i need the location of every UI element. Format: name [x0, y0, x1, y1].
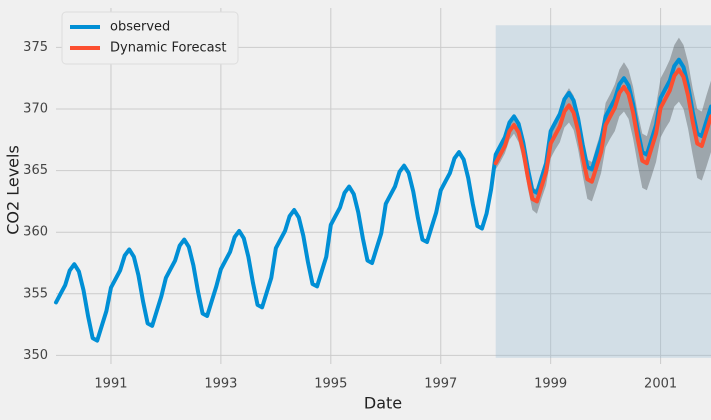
- legend-box: [61, 11, 239, 65]
- x-tick-label: 2001: [644, 377, 677, 392]
- series-line: [493, 67, 711, 204]
- legend: observed Dynamic Forecast: [61, 11, 239, 65]
- y-tick-label: 360: [23, 225, 48, 240]
- y-axis-label: CO2 Levels: [4, 145, 23, 235]
- y-tick-label: 365: [23, 163, 48, 178]
- x-tick-label: 1999: [534, 377, 567, 392]
- y-tick-label: 355: [23, 286, 48, 301]
- x-tick-label: 1997: [424, 377, 457, 392]
- y-tick-label: 350: [23, 348, 48, 363]
- x-tick-label: 1991: [94, 377, 127, 392]
- x-tick-label: 1993: [204, 377, 237, 392]
- legend-label: observed: [110, 20, 170, 35]
- plot-area: [54, 8, 711, 364]
- x-tick-label: 1995: [314, 377, 347, 392]
- y-tick-label: 375: [23, 40, 48, 55]
- x-axis-label: Date: [364, 394, 402, 413]
- y-tick-label: 370: [23, 102, 48, 117]
- legend-label: Dynamic Forecast: [110, 41, 226, 56]
